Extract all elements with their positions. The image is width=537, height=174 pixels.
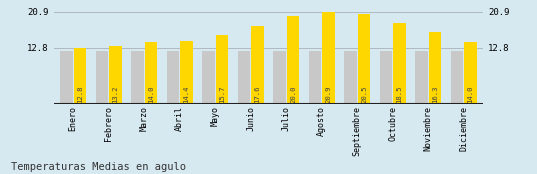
Bar	[309, 51, 321, 104]
Bar	[273, 51, 286, 104]
Bar	[74, 48, 86, 104]
Bar	[167, 51, 179, 104]
Text: 14.0: 14.0	[468, 85, 474, 103]
Bar	[451, 51, 463, 104]
Bar	[96, 51, 108, 104]
Bar	[216, 35, 228, 104]
Text: 13.2: 13.2	[112, 85, 119, 103]
Text: 14.0: 14.0	[148, 85, 154, 103]
Text: 20.9: 20.9	[325, 85, 331, 103]
Bar	[238, 51, 250, 104]
Bar	[380, 51, 392, 104]
Text: 18.5: 18.5	[396, 85, 403, 103]
Bar	[202, 51, 215, 104]
Bar	[393, 22, 406, 104]
Bar	[465, 42, 477, 104]
Bar	[109, 46, 122, 104]
Text: 14.4: 14.4	[184, 85, 190, 103]
Text: 15.7: 15.7	[219, 85, 225, 103]
Text: 17.6: 17.6	[255, 85, 260, 103]
Bar	[60, 51, 72, 104]
Bar	[429, 32, 441, 104]
Bar	[287, 16, 299, 104]
Bar	[131, 51, 144, 104]
Text: Temperaturas Medias en agulo: Temperaturas Medias en agulo	[11, 162, 186, 172]
Bar	[358, 14, 370, 104]
Bar	[322, 12, 335, 104]
Text: 16.3: 16.3	[432, 85, 438, 103]
Text: 20.5: 20.5	[361, 85, 367, 103]
Bar	[145, 42, 157, 104]
Text: 12.8: 12.8	[77, 85, 83, 103]
Bar	[415, 51, 428, 104]
Bar	[251, 26, 264, 104]
Bar	[180, 41, 193, 104]
Bar	[344, 51, 357, 104]
Text: 20.0: 20.0	[290, 85, 296, 103]
